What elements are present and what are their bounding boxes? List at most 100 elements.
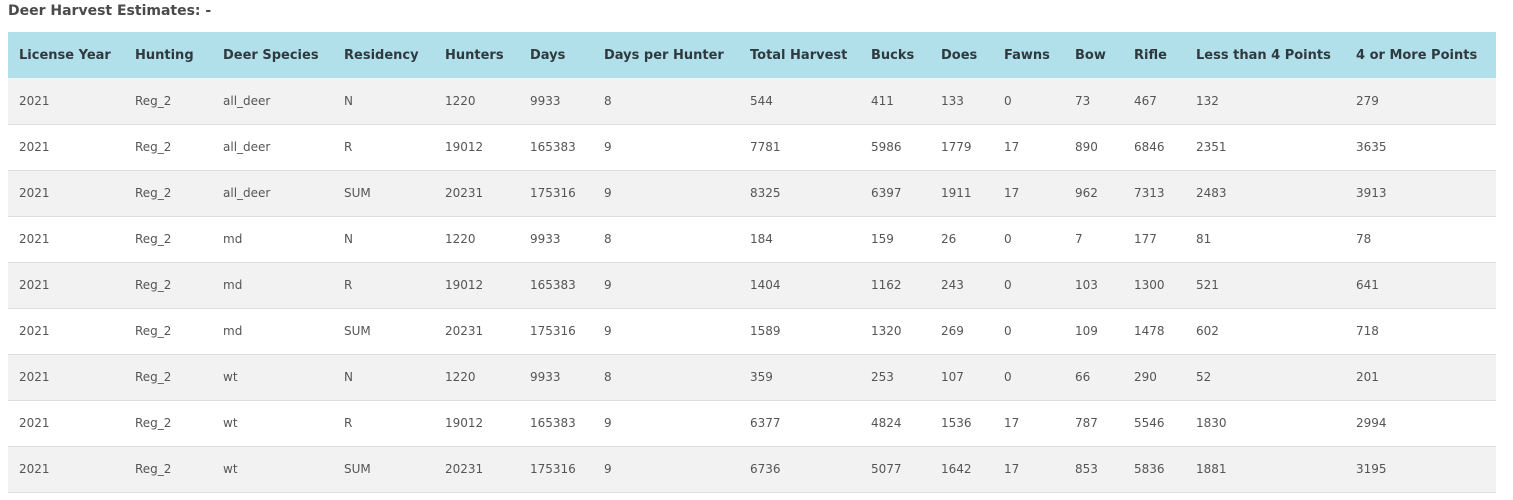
- table-cell: 20231: [445, 324, 484, 338]
- table-cell: 1404: [750, 278, 781, 292]
- table-cell: md: [223, 278, 243, 292]
- table-cell: 103: [1075, 278, 1098, 292]
- column-header[interactable]: License Year: [19, 47, 111, 63]
- table-cell: 52: [1196, 370, 1212, 384]
- column-header[interactable]: 4 or More Points: [1356, 47, 1478, 63]
- table-cell: 109: [1075, 324, 1098, 338]
- table-cell: 641: [1356, 278, 1379, 292]
- table-cell: Reg_2: [135, 232, 172, 246]
- table-cell: 6397: [871, 186, 902, 200]
- table-cell: 107: [941, 370, 964, 384]
- table-cell: 2021: [19, 232, 50, 246]
- table-cell: 175316: [530, 462, 576, 476]
- table-cell: R: [344, 278, 353, 292]
- table-cell: 890: [1075, 140, 1098, 154]
- table-cell: 1779: [941, 140, 972, 154]
- table-cell: 17: [1004, 186, 1020, 200]
- table-cell: Reg_2: [135, 462, 172, 476]
- column-header[interactable]: Less than 4 Points: [1196, 47, 1331, 63]
- table-cell: 133: [941, 93, 964, 108]
- column-header[interactable]: Bucks: [871, 47, 915, 63]
- table-cell: wt: [223, 370, 238, 384]
- table-cell: 17: [1004, 416, 1020, 430]
- table-cell: 1881: [1196, 462, 1227, 476]
- column-header[interactable]: Deer Species: [223, 47, 319, 63]
- table-cell: 2351: [1196, 140, 1227, 154]
- column-header[interactable]: Days per Hunter: [604, 47, 724, 63]
- table-cell: 26: [941, 232, 957, 246]
- table-cell: 165383: [530, 416, 576, 430]
- column-header[interactable]: Total Harvest: [750, 47, 848, 63]
- table-row: 2021 Reg_2 md SUM 20231 175316 9 1589 1320 269 0 10…: [8, 308, 1496, 354]
- table-body: 2021 Reg_2 all_deer N 1220 9933 8 544 411 133 0 73 4…: [8, 78, 1496, 492]
- table-cell: all_deer: [223, 186, 271, 200]
- column-header[interactable]: Rifle: [1134, 47, 1167, 63]
- table-cell: 2021: [19, 462, 50, 476]
- table-cell: 20231: [445, 462, 484, 476]
- table-cell: 2021: [19, 186, 50, 200]
- table-cell: N: [344, 93, 353, 108]
- column-header[interactable]: Hunters: [445, 47, 504, 63]
- table-cell: 521: [1196, 278, 1219, 292]
- table-cell: 9933: [530, 93, 561, 108]
- table-cell: 165383: [530, 140, 576, 154]
- table-cell: 1162: [871, 278, 902, 292]
- table-cell: md: [223, 232, 243, 246]
- table-cell: 853: [1075, 462, 1098, 476]
- table-cell: 1320: [871, 324, 902, 338]
- table-cell: Reg_2: [135, 186, 172, 200]
- table-cell: 0: [1004, 324, 1012, 338]
- table-cell: 66: [1075, 370, 1091, 384]
- table-cell: 7313: [1134, 186, 1165, 200]
- table-cell: 0: [1004, 93, 1012, 108]
- table-cell: 3195: [1356, 462, 1387, 476]
- column-header[interactable]: Days: [530, 47, 566, 63]
- table-cell: N: [344, 370, 353, 384]
- table-cell: 7781: [750, 140, 781, 154]
- table-cell: 201: [1356, 370, 1379, 384]
- table-cell: 1478: [1134, 324, 1165, 338]
- table-cell: 132: [1196, 93, 1219, 108]
- table-cell: R: [344, 140, 353, 154]
- table-cell: SUM: [344, 462, 371, 476]
- table-cell: 2021: [19, 370, 50, 384]
- table-cell: 1642: [941, 462, 972, 476]
- table-cell: all_deer: [223, 140, 271, 154]
- table-cell: wt: [223, 416, 238, 430]
- table-cell: 9933: [530, 232, 561, 246]
- table-cell: Reg_2: [135, 370, 172, 384]
- column-header[interactable]: Fawns: [1004, 47, 1050, 63]
- table-cell: 5986: [871, 140, 902, 154]
- table-cell: 7: [1075, 232, 1083, 246]
- table-cell: 19012: [445, 278, 484, 292]
- table-cell: 177: [1134, 232, 1157, 246]
- table-cell: wt: [223, 462, 238, 476]
- table-cell: 1220: [445, 93, 476, 108]
- column-header[interactable]: Does: [941, 47, 978, 63]
- column-header[interactable]: Bow: [1075, 47, 1106, 63]
- table-cell: 73: [1075, 93, 1091, 108]
- table-cell: 279: [1356, 93, 1379, 108]
- table-cell: 1830: [1196, 416, 1227, 430]
- table-cell: 5546: [1134, 416, 1165, 430]
- harvest-table: License Year Hunting Deer Species Residency…: [8, 32, 1496, 493]
- table-cell: 175316: [530, 186, 576, 200]
- table-cell: 718: [1356, 324, 1379, 338]
- table-cell: 4824: [871, 416, 902, 430]
- table-row: 2021 Reg_2 md N 1220 9933 8 184 159 26 0 7 177 81 78: [8, 216, 1496, 262]
- table-cell: 1536: [941, 416, 972, 430]
- table-cell: 243: [941, 278, 964, 292]
- column-header[interactable]: Hunting: [135, 47, 194, 63]
- table-cell: 19012: [445, 416, 484, 430]
- table-cell: 159: [871, 232, 894, 246]
- table-cell: md: [223, 324, 243, 338]
- table-cell: Reg_2: [135, 140, 172, 154]
- table-cell: 9: [604, 140, 612, 154]
- table-cell: 2021: [19, 140, 50, 154]
- table-cell: 5077: [871, 462, 902, 476]
- table-cell: 2021: [19, 278, 50, 292]
- table-cell: 787: [1075, 416, 1098, 430]
- table-cell: 1220: [445, 232, 476, 246]
- table-cell: 2021: [19, 324, 50, 338]
- column-header[interactable]: Residency: [344, 47, 419, 63]
